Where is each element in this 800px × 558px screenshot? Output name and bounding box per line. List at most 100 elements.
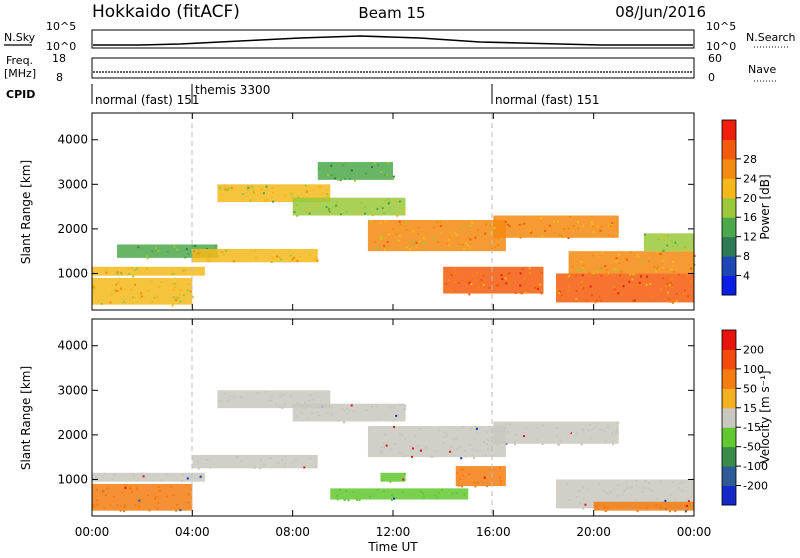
power-echo-pixel	[656, 265, 659, 268]
velocity-echo-pixel	[384, 433, 387, 436]
velocity-echo-pixel	[686, 498, 689, 501]
power-echo-pixel	[583, 269, 586, 272]
power-echo-pixel	[613, 288, 616, 291]
power-echo-pixel	[624, 257, 627, 260]
velocity-echo-region	[92, 472, 205, 482]
velocity-colorbar-tick: 15	[743, 402, 757, 415]
power-echo-pixel	[626, 258, 629, 261]
power-echo-pixel	[111, 293, 114, 296]
power-echo-pixel	[446, 287, 449, 290]
velocity-echo-pixel	[390, 498, 393, 501]
velocity-echo-pixel	[616, 495, 619, 498]
nave-label: Nave	[748, 63, 776, 76]
power-echo-pixel	[175, 297, 178, 300]
power-echo-pixel	[325, 206, 328, 209]
velocity-echo-pixel	[462, 468, 465, 471]
power-echo-pixel	[567, 227, 570, 230]
power-echo-pixel	[384, 199, 387, 202]
velocity-echo-pixel	[144, 477, 147, 480]
velocity-echo-pixel	[375, 405, 378, 408]
power-echo-pixel	[405, 229, 408, 232]
velocity-echo-pixel	[659, 507, 662, 510]
velocity-echo-pixel	[172, 494, 175, 497]
velocity-echo-pixel	[343, 421, 346, 424]
velocity-echo-pixel	[421, 492, 424, 495]
power-echo-pixel	[353, 179, 356, 182]
velocity-echo-pixel	[284, 455, 287, 458]
power-echo-pixel	[450, 235, 453, 238]
power-echo-pixel	[218, 186, 221, 189]
velocity-panel: Slant Range [km] 1000 2000 3000 4000	[19, 318, 695, 517]
power-echo-pixel	[631, 278, 634, 281]
freq-label: Freq.	[6, 54, 33, 67]
velocity-echo-pixel	[581, 486, 584, 489]
power-echo-pixel	[402, 208, 405, 211]
beam-title: Beam 15	[358, 4, 425, 22]
velocity-echo-pixel	[685, 504, 688, 507]
velocity-echo-pixel	[473, 456, 476, 459]
velocity-echo-pixel	[559, 439, 562, 442]
power-echo-pixel	[339, 179, 342, 182]
power-echo-pixel	[674, 241, 677, 244]
power-echo-pixel	[241, 192, 244, 195]
velocity-colorbar-tick: 50	[743, 382, 757, 395]
velocity-echo-pixel	[507, 431, 510, 434]
velocity-echo-pixel	[423, 495, 426, 498]
power-echo-pixel	[662, 249, 665, 252]
velocity-echo-pixel	[122, 510, 125, 513]
power-echo-pixel	[171, 271, 174, 274]
power-echo-pixel	[115, 283, 118, 286]
power-echo-pixel	[327, 211, 330, 214]
power-echo-pixel	[418, 240, 421, 243]
velocity-echo-pixel	[131, 473, 134, 476]
power-echo-pixel	[665, 285, 668, 288]
power-echo-pixel	[225, 249, 228, 252]
velocity-echo-pixel	[233, 396, 236, 399]
power-echo-pixel	[561, 296, 564, 299]
power-panel: Slant Range [km] 1000 2000 3000 4000	[19, 112, 696, 311]
power-colorbar-swatch	[722, 178, 736, 199]
velocity-echo-pixel	[197, 461, 200, 464]
power-echo-pixel	[140, 292, 143, 295]
power-echo-pixel	[539, 283, 542, 286]
power-echo-pixel	[534, 286, 537, 289]
cpid-segment-2: themis 3300	[195, 83, 270, 97]
velocity-echo-pixel	[356, 498, 359, 501]
power-echo-pixel	[620, 293, 623, 296]
power-echo-pixel	[661, 277, 664, 280]
velocity-echo-pixel	[400, 403, 403, 406]
velocity-echo-pixel	[392, 405, 395, 408]
power-echo-pixel	[474, 236, 477, 239]
power-echo-pixel	[446, 242, 449, 245]
velocity-echo-pixel	[513, 440, 516, 443]
velocity-echo-pixel	[411, 455, 414, 458]
velocity-echo-pixel	[399, 434, 402, 437]
velocity-echo-pixel	[306, 417, 309, 420]
power-echo-pixel	[607, 225, 610, 228]
velocity-echo-pixel	[259, 467, 262, 470]
power-echo-pixel	[373, 162, 376, 165]
power-echo-pixel	[252, 191, 255, 194]
power-echo-pixel	[412, 230, 415, 233]
velocity-echo-pixel	[199, 475, 202, 478]
velocity-echo-region	[380, 472, 406, 482]
velocity-echo-pixel	[135, 486, 138, 489]
power-echo-pixel	[308, 212, 311, 215]
velocity-echo-pixel	[581, 428, 584, 431]
power-echo-pixel	[130, 288, 133, 291]
velocity-echo-pixel	[294, 459, 297, 462]
power-echo-pixel	[552, 220, 555, 223]
power-echo-pixel	[671, 301, 674, 304]
velocity-echo-pixel	[674, 510, 677, 513]
power-echo-pixel	[580, 286, 583, 289]
power-echo-pixel	[360, 202, 363, 205]
velocity-colorbar: 200 100 50 15 -15 -50 -100 -200 Velocity [m s⁻¹…	[721, 329, 772, 506]
power-echo-pixel	[600, 274, 603, 277]
velocity-echo-pixel	[669, 493, 672, 496]
power-echo-pixel	[397, 239, 400, 242]
power-echo-pixel	[610, 222, 613, 225]
velocity-echo-pixel	[598, 483, 601, 486]
power-echo-pixel	[223, 253, 226, 256]
velocity-echo-pixel	[659, 504, 662, 507]
power-echo-pixel	[596, 271, 599, 274]
